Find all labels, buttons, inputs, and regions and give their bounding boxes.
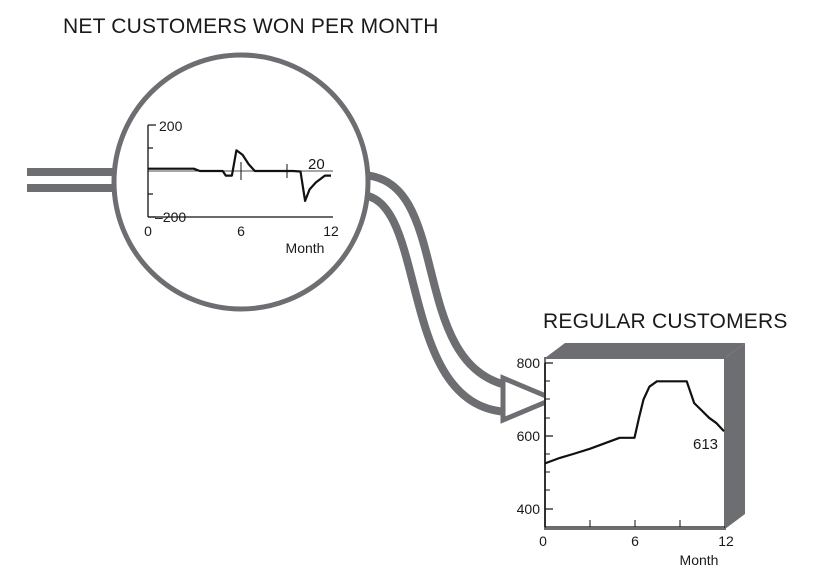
inflow-chart-title: NET CUSTOMERS WON PER MONTH xyxy=(63,15,439,38)
stock-x-axis-label: Month xyxy=(680,552,719,568)
inflow-chart: 200 –200 0 6 12 Month 20 xyxy=(144,118,339,256)
stock-chart-title: REGULAR CUSTOMERS xyxy=(543,310,788,333)
incoming-flow-pipe xyxy=(27,168,127,192)
stock-box xyxy=(544,343,745,530)
flow-arrowhead xyxy=(500,374,560,424)
inflow-y-tick-label-neg200: –200 xyxy=(155,209,186,225)
inflow-x-axis-label: Month xyxy=(286,240,325,256)
stock-y-tick-label-400: 400 xyxy=(517,501,541,517)
stock-x-tick-label-6: 6 xyxy=(631,533,639,549)
inflow-x-tick-label-6: 6 xyxy=(237,223,245,239)
stock-box-side-face xyxy=(725,343,745,529)
inflow-x-tick-label-12: 12 xyxy=(323,223,339,239)
stock-y-tick-label-600: 600 xyxy=(517,428,541,444)
stock-x-tick-label-12: 12 xyxy=(718,533,734,549)
stock-end-value-label: 613 xyxy=(693,436,718,453)
inflow-end-value-label: 20 xyxy=(308,156,325,173)
stock-x-tick-label-0: 0 xyxy=(539,533,547,549)
stock-series-line xyxy=(544,380,725,465)
stock-box-front-face xyxy=(544,357,726,530)
flow-valve-circle xyxy=(111,52,371,312)
inflow-x-tick-label-0: 0 xyxy=(144,223,152,239)
inflow-y-tick-label-200: 200 xyxy=(159,118,183,134)
inflow-series-line xyxy=(148,149,331,202)
stock-chart: 800 600 400 0 6 12 Month 613 xyxy=(517,355,734,568)
stock-y-tick-label-800: 800 xyxy=(517,355,541,371)
stock-box-top-face xyxy=(545,343,745,358)
outflow-pipe xyxy=(359,171,511,416)
